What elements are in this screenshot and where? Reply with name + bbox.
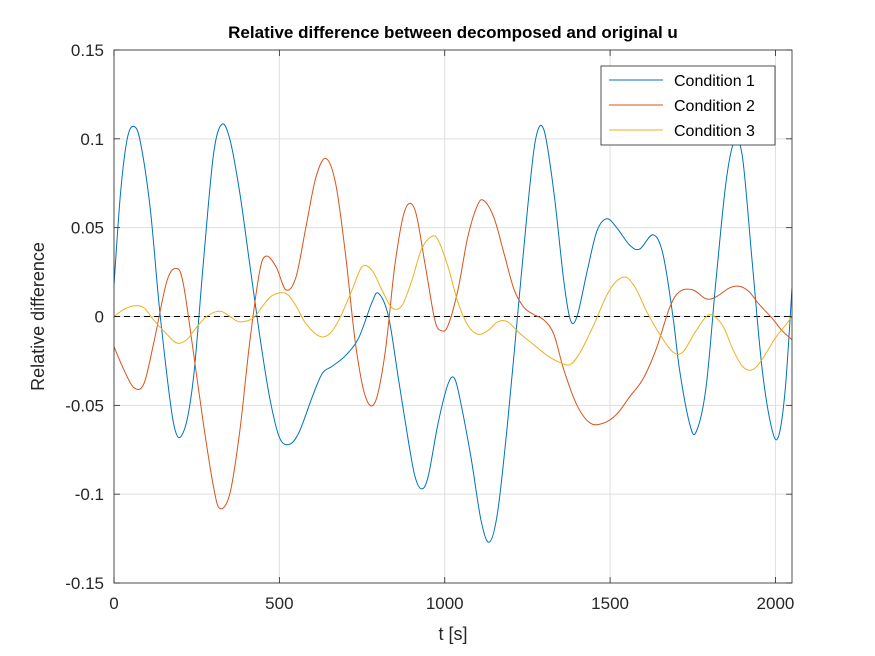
legend-label: Condition 2 — [674, 98, 755, 115]
legend-label: Condition 3 — [674, 123, 755, 140]
series-line-condition-1 — [114, 123, 792, 543]
series-lines — [114, 123, 792, 543]
x-tick-label: 500 — [265, 594, 293, 613]
x-tick-label: 1000 — [426, 594, 464, 613]
legend: Condition 1 Condition 2 Condition 3 — [600, 65, 776, 146]
series-line-condition-2 — [114, 157, 792, 510]
y-tick-label: 0.15 — [71, 41, 104, 60]
x-tick-label: 2000 — [757, 594, 795, 613]
y-tick-label: -0.1 — [75, 485, 104, 504]
y-tick-label: 0.05 — [71, 219, 104, 238]
axis-ticks — [113, 49, 792, 584]
x-tick-label: 1500 — [591, 594, 629, 613]
x-tick-labels: 0 500 1000 1500 2000 — [109, 594, 794, 613]
x-axis-label: t [s] — [438, 624, 467, 644]
x-tick-label: 0 — [109, 594, 118, 613]
y-tick-label: -0.15 — [65, 574, 104, 593]
y-tick-label: 0.1 — [80, 130, 104, 149]
y-axis-label: Relative difference — [28, 242, 48, 391]
y-tick-labels: -0.15 -0.1 -0.05 0 0.05 0.1 0.15 — [65, 41, 104, 593]
legend-label: Condition 1 — [674, 73, 755, 90]
chart-title: Relative difference between decomposed a… — [228, 23, 678, 42]
series-line-condition-3 — [114, 235, 792, 371]
y-tick-label: 0 — [95, 308, 104, 327]
y-tick-label: -0.05 — [65, 396, 104, 415]
